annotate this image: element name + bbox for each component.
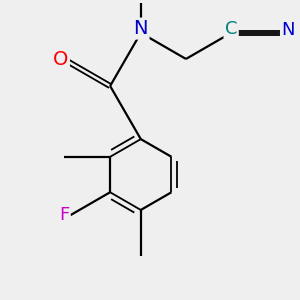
Text: F: F — [59, 206, 69, 224]
Text: O: O — [53, 50, 68, 69]
Text: C: C — [225, 20, 237, 38]
Text: N: N — [134, 19, 148, 38]
Text: N: N — [281, 21, 295, 39]
